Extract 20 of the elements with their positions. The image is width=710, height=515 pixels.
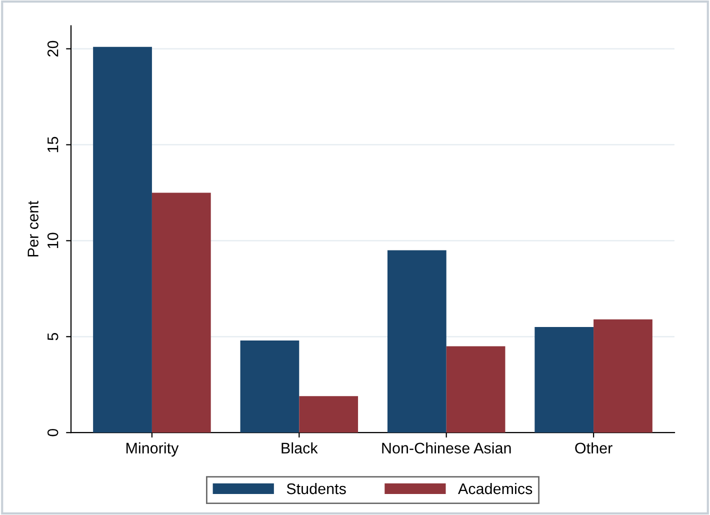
y-tick-label: 5 — [48, 333, 58, 340]
y-tick-label: 0 — [47, 428, 58, 436]
legend-label: Academics — [458, 482, 532, 494]
x-tick-label: Non-Chinese Asian — [382, 442, 511, 454]
bar — [240, 340, 300, 433]
x-tick-label: Other — [575, 442, 612, 454]
y-tick-label: 10 — [47, 232, 58, 248]
y-axis-title: Per cent — [28, 200, 38, 256]
x-tick-label: Black — [282, 442, 318, 454]
bar — [387, 250, 446, 433]
bar — [93, 46, 152, 433]
legend-label: Students — [286, 482, 346, 494]
bar — [299, 396, 358, 433]
bar — [534, 327, 594, 433]
bar — [446, 346, 506, 433]
y-tick-label: 15 — [48, 136, 58, 152]
y-tick-label: 20 — [47, 40, 58, 57]
bar — [594, 319, 652, 433]
x-tick-label: Minority — [126, 442, 179, 457]
bar — [152, 192, 211, 433]
